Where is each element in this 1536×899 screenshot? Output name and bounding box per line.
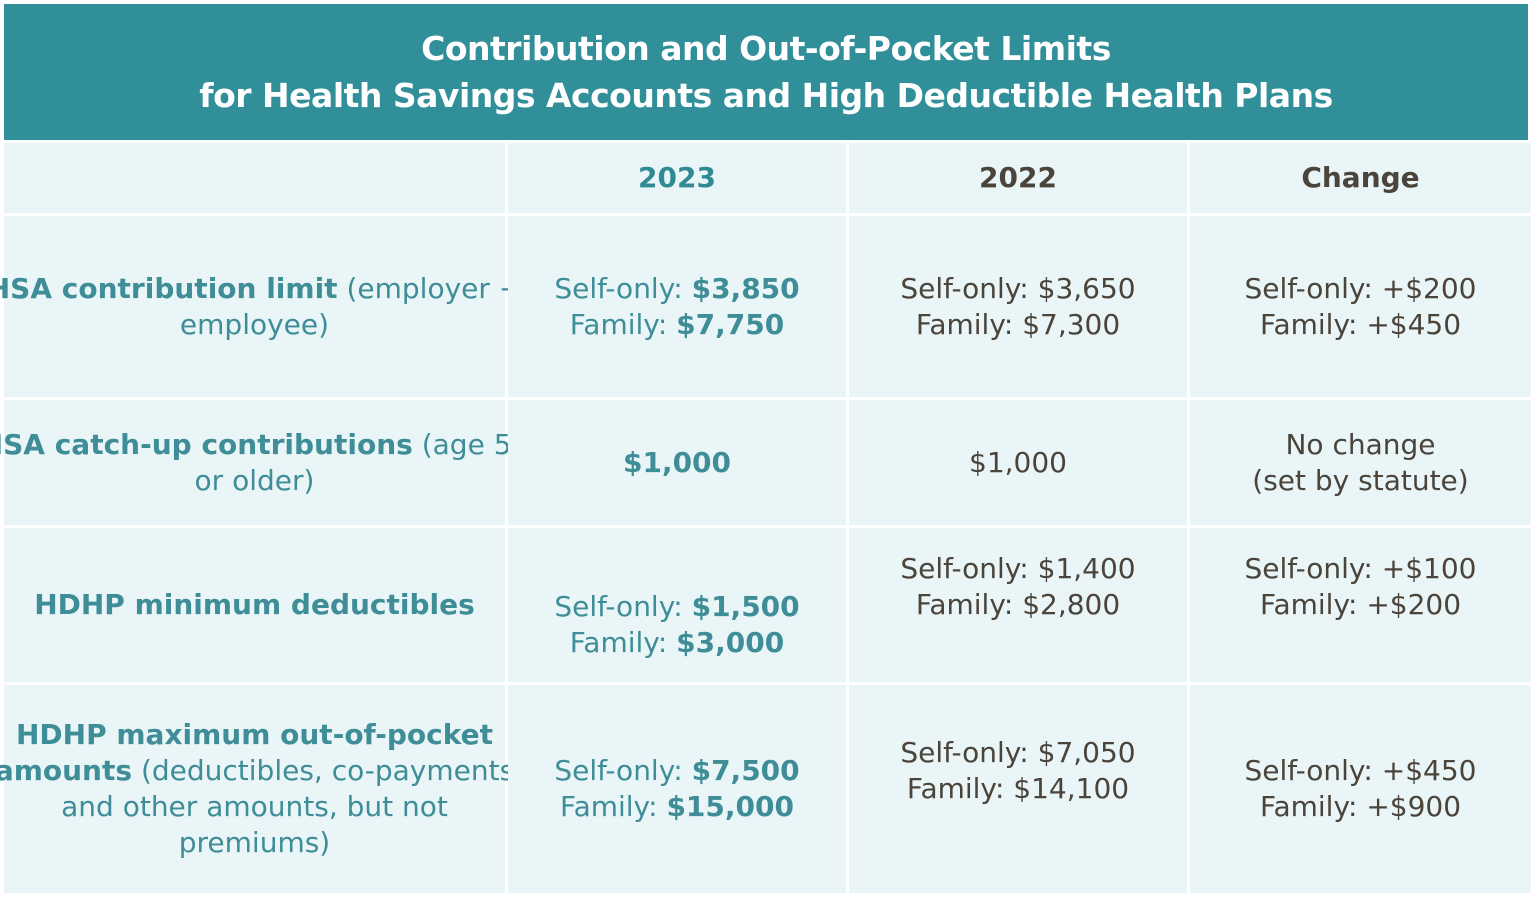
cell-change-hsa-catch-up: No change (set by statute) <box>1190 400 1531 525</box>
self-only-change: Self-only: +$200 <box>1244 271 1477 305</box>
self-only-label: Self-only: <box>554 271 692 305</box>
row-label-bold: HSA contribution limit <box>0 271 338 305</box>
family-label: Family: <box>569 626 677 659</box>
row-label-bold: HDHP minimum deductibles <box>34 588 475 621</box>
row-label-rest: (deductibles, co-payments <box>132 754 515 787</box>
family-text: Family: $14,100 <box>906 772 1130 805</box>
no-change-text: No change <box>1285 427 1436 461</box>
catch-up-value-2023: $1,000 <box>622 445 732 479</box>
column-header-change: Change <box>1190 143 1531 213</box>
self-only-text: Self-only: $3,650 <box>900 271 1136 305</box>
column-header-2023: 2023 <box>508 143 846 213</box>
cell-2022-hsa-contribution-limit: Self-only: $3,650 Family: $7,300 <box>849 216 1187 397</box>
title-line-2: for Health Savings Accounts and High Ded… <box>199 76 1333 115</box>
row-label-bold: HDHP maximum out-of-pocket <box>16 718 493 751</box>
self-only-value: $7,500 <box>691 754 800 787</box>
row-label-line-4: premiums) <box>178 826 331 859</box>
catch-up-value-2022: $1,000 <box>969 445 1067 479</box>
column-header-2022: 2022 <box>849 143 1187 213</box>
family-value: $15,000 <box>666 790 794 823</box>
row-label-bold: HSA catch-up contributions <box>0 427 413 461</box>
family-change: Family: +$900 <box>1259 790 1462 823</box>
family-label: Family: <box>560 790 667 823</box>
cell-change-hdhp-min-deductibles: Self-only: +$100 Family: +$200 <box>1190 528 1531 682</box>
row-label-line-3: and other amounts, but not <box>61 790 448 823</box>
row-label-line-2: or older) <box>194 463 315 497</box>
cell-2023-hdhp-min-deductibles: Self-only: $1,500 Family: $3,000 <box>508 528 846 682</box>
header-empty-cell <box>4 143 505 213</box>
limits-table-figure: Contribution and Out-of-Pocket Limits fo… <box>0 4 1531 894</box>
row-label-line-2: employee) <box>179 307 330 341</box>
cell-2022-hdhp-max-out-of-pocket: Self-only: $7,050 Family: $14,100 <box>849 685 1187 893</box>
cell-change-hdhp-max-out-of-pocket: Self-only: +$450 Family: +$900 <box>1190 685 1531 893</box>
row-label-hdhp-min-deductibles: HDHP minimum deductibles <box>4 528 505 682</box>
self-only-label: Self-only: <box>554 754 692 787</box>
self-only-change: Self-only: +$450 <box>1244 754 1477 787</box>
self-only-text: Self-only: $7,050 <box>900 736 1136 769</box>
self-only-label: Self-only: <box>554 590 692 623</box>
row-label-hsa-contribution-limit: HSA contribution limit (employer + emplo… <box>0 216 522 397</box>
family-change: Family: +$200 <box>1259 588 1462 621</box>
row-label-rest: (employer + <box>337 271 523 305</box>
cell-2022-hsa-catch-up: $1,000 <box>849 400 1187 525</box>
cell-2023-hsa-contribution-limit: Self-only: $3,850 Family: $7,750 <box>508 216 846 397</box>
table-title: Contribution and Out-of-Pocket Limits fo… <box>4 4 1528 140</box>
cell-change-hsa-contribution-limit: Self-only: +$200 Family: +$450 <box>1190 216 1531 397</box>
cell-2023-hsa-catch-up: $1,000 <box>508 400 846 525</box>
family-text: Family: $2,800 <box>915 588 1121 621</box>
family-change: Family: +$450 <box>1259 307 1462 341</box>
row-label-hsa-catch-up: HSA catch-up contributions (age 55 or ol… <box>0 400 529 525</box>
family-text: Family: $7,300 <box>915 307 1121 341</box>
cell-2023-hdhp-max-out-of-pocket: Self-only: $7,500 Family: $15,000 <box>508 685 846 893</box>
self-only-value: $3,850 <box>691 271 800 305</box>
row-label-bold-2: amounts <box>0 754 133 787</box>
family-value: $3,000 <box>676 626 785 659</box>
row-label-hdhp-max-out-of-pocket: HDHP maximum out-of-pocket amounts (dedu… <box>0 685 514 893</box>
statute-note: (set by statute) <box>1252 463 1469 497</box>
limits-table: 2023 2022 Change HSA contribution limit … <box>0 143 1531 893</box>
self-only-change: Self-only: +$100 <box>1244 552 1477 585</box>
cell-2022-hdhp-min-deductibles: Self-only: $1,400 Family: $2,800 <box>849 528 1187 682</box>
family-value: $7,750 <box>676 307 785 341</box>
self-only-text: Self-only: $1,400 <box>900 552 1136 585</box>
self-only-value: $1,500 <box>691 590 800 623</box>
title-line-1: Contribution and Out-of-Pocket Limits <box>421 29 1111 68</box>
family-label: Family: <box>569 307 677 341</box>
